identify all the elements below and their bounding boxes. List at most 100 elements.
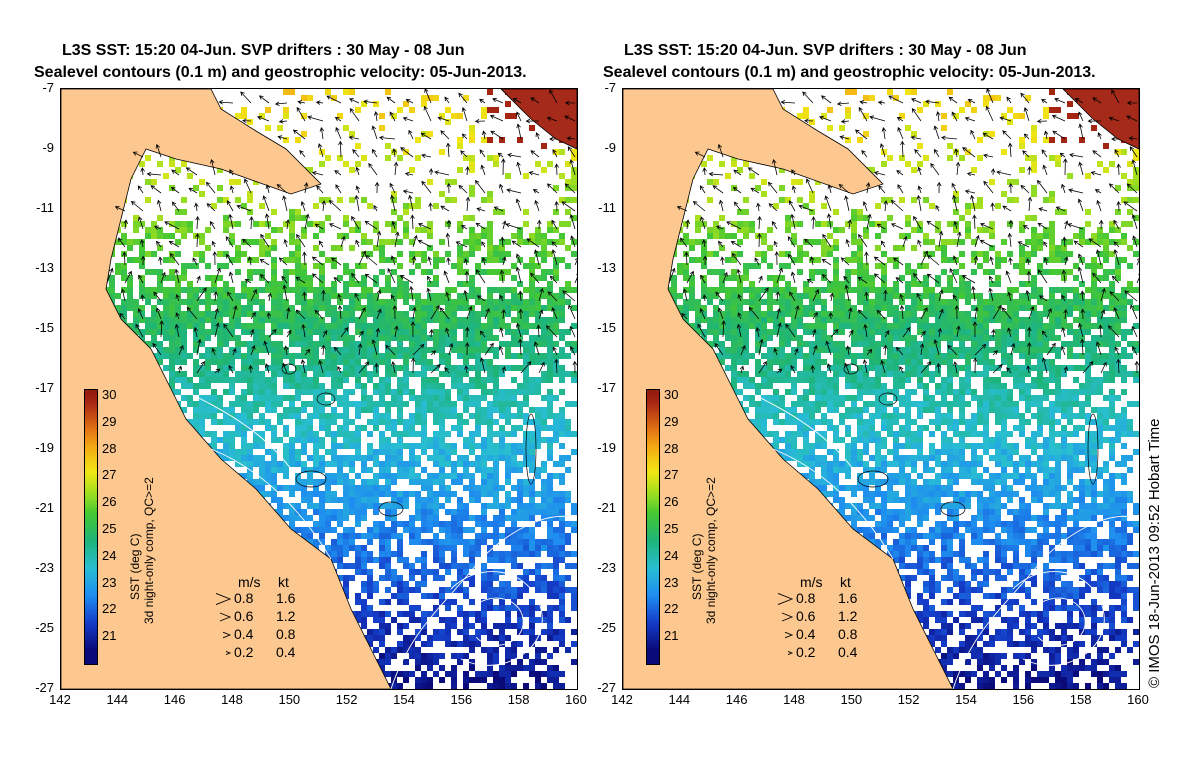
left-x-tick-label: 152 bbox=[335, 692, 358, 707]
left-y-tick-label: -27 bbox=[35, 680, 54, 695]
left-legend-header-ms: m/s bbox=[238, 574, 261, 590]
reef-outline bbox=[878, 392, 898, 406]
left-y-tick-label: -7 bbox=[42, 80, 54, 95]
right-colorbar-tick: 29 bbox=[664, 413, 679, 429]
right-legend-arrow-icon bbox=[777, 592, 794, 606]
reef-outline bbox=[843, 363, 859, 375]
left-legend-arrow-icon bbox=[222, 631, 232, 639]
right-legend-ms-value: 0.2 bbox=[796, 644, 816, 660]
right-x-tick-label: 142 bbox=[611, 692, 633, 707]
right-legend-kt-value: 1.2 bbox=[838, 608, 858, 624]
right-colorbar-label: SST (deg C) bbox=[690, 533, 704, 600]
left-colorbar-tick: 27 bbox=[102, 467, 117, 483]
left-title-line1: L3S SST: 15:20 04-Jun. SVP drifters : 30… bbox=[62, 42, 465, 59]
right-legend-ms-value: 0.4 bbox=[796, 626, 816, 642]
left-colorbar-tick: 25 bbox=[102, 521, 117, 536]
right-y-tick-label: -21 bbox=[597, 500, 616, 515]
right-y-tick-label: -17 bbox=[597, 380, 616, 395]
left-x-tick-label: 146 bbox=[163, 692, 186, 707]
left-y-tick-label: -25 bbox=[35, 620, 54, 635]
left-y-tick-label: -9 bbox=[42, 140, 54, 155]
right-colorbar-tick: 22 bbox=[664, 601, 679, 617]
right-legend-header-kt: kt bbox=[840, 574, 851, 590]
left-x-tick-label: 158 bbox=[507, 692, 530, 707]
right-x-tick-label: 150 bbox=[840, 692, 863, 707]
left-legend-ms-value: 0.2 bbox=[234, 644, 254, 660]
left-x-tick-label: 154 bbox=[393, 692, 415, 707]
left-legend-header-kt: kt bbox=[278, 574, 289, 590]
left-colorbar-label: SST (deg C) bbox=[128, 533, 142, 600]
left-colorbar-tick: 21 bbox=[102, 628, 117, 644]
geostrophic-velocity-arrows bbox=[106, 89, 577, 374]
reef-outline bbox=[857, 470, 889, 488]
left-x-tick-label: 160 bbox=[565, 692, 587, 707]
left-x-tick-label: 144 bbox=[106, 692, 129, 707]
right-legend-kt-value: 1.6 bbox=[838, 590, 858, 606]
left-legend-kt-value: 0.4 bbox=[276, 644, 296, 660]
right-colorbar-tick: 21 bbox=[664, 628, 679, 644]
land-mass bbox=[623, 89, 954, 689]
right-legend-arrow-icon bbox=[787, 650, 794, 656]
left-colorbar-sublabel: 3d night-only comp, QC>=2 bbox=[142, 477, 156, 624]
left-colorbar-tick: 29 bbox=[102, 413, 117, 429]
reef-outline bbox=[378, 501, 404, 517]
left-legend-arrow-icon bbox=[219, 612, 232, 622]
reef-outline bbox=[316, 392, 336, 406]
right-legend-arrow-icon bbox=[781, 612, 794, 622]
left-x-tick-label: 156 bbox=[450, 692, 473, 707]
left-y-tick-label: -21 bbox=[35, 500, 54, 515]
sealevel-contours bbox=[742, 388, 1139, 689]
right-x-tick-label: 144 bbox=[668, 692, 691, 707]
right-y-tick-label: -9 bbox=[604, 140, 616, 155]
left-y-tick-label: -11 bbox=[36, 200, 54, 215]
right-y-tick-label: -27 bbox=[597, 680, 616, 695]
right-colorbar-tick: 30 bbox=[664, 387, 679, 402]
reef-outline bbox=[940, 501, 966, 517]
right-y-tick-label: -23 bbox=[597, 560, 616, 575]
left-y-tick-label: -13 bbox=[35, 260, 54, 275]
right-x-tick-label: 152 bbox=[897, 692, 920, 707]
sst-map-canvas bbox=[61, 89, 577, 689]
right-y-tick-label: -7 bbox=[604, 80, 616, 95]
left-colorbar-tick: 23 bbox=[102, 574, 117, 590]
sealevel-contours bbox=[180, 388, 577, 689]
right-legend-ms-value: 0.6 bbox=[796, 608, 816, 624]
right-x-tick-label: 146 bbox=[725, 692, 748, 707]
right-y-tick-label: -15 bbox=[597, 320, 616, 335]
left-legend-arrow-icon bbox=[215, 592, 232, 606]
left-legend-ms-value: 0.8 bbox=[234, 590, 254, 606]
right-title-line2: Sealevel contours (0.1 m) and geostrophi… bbox=[603, 64, 1096, 81]
right-y-tick-label: -19 bbox=[597, 440, 616, 455]
imos-credit: © IMOS 18-Jun-2013 09:52 Hobart Time bbox=[1146, 418, 1163, 688]
right-y-tick-label: -11 bbox=[598, 200, 616, 215]
left-colorbar-gradient bbox=[84, 389, 98, 665]
right-x-tick-label: 148 bbox=[783, 692, 805, 707]
left-legend-ms-value: 0.6 bbox=[234, 608, 254, 624]
left-x-tick-label: 148 bbox=[221, 692, 243, 707]
left-colorbar-tick: 28 bbox=[102, 440, 117, 456]
left-sst-map bbox=[60, 88, 578, 690]
left-colorbar-tick: 24 bbox=[102, 547, 117, 563]
reef-outline bbox=[281, 363, 297, 375]
right-legend-kt-value: 0.8 bbox=[838, 626, 858, 642]
right-colorbar-tick: 27 bbox=[664, 467, 679, 483]
left-y-tick-label: -15 bbox=[35, 320, 54, 335]
left-x-tick-label: 142 bbox=[49, 692, 71, 707]
reef-outline bbox=[525, 413, 537, 485]
left-legend-arrow-icon bbox=[225, 650, 232, 656]
left-y-tick-label: -19 bbox=[35, 440, 54, 455]
right-legend-ms-value: 0.8 bbox=[796, 590, 816, 606]
reef-outline bbox=[1087, 413, 1099, 485]
right-title-line1: L3S SST: 15:20 04-Jun. SVP drifters : 30… bbox=[624, 42, 1027, 59]
left-legend-kt-value: 1.2 bbox=[276, 608, 296, 624]
northeast-islands bbox=[1062, 89, 1139, 150]
right-x-tick-label: 156 bbox=[1012, 692, 1035, 707]
right-y-tick-label: -13 bbox=[597, 260, 616, 275]
right-colorbar-tick: 25 bbox=[664, 521, 679, 536]
right-legend-kt-value: 0.4 bbox=[838, 644, 858, 660]
left-colorbar-tick: 22 bbox=[102, 601, 117, 617]
northeast-islands bbox=[500, 89, 577, 150]
right-colorbar-tick: 26 bbox=[664, 494, 679, 510]
left-colorbar-tick: 30 bbox=[102, 387, 117, 402]
left-x-tick-label: 150 bbox=[278, 692, 301, 707]
